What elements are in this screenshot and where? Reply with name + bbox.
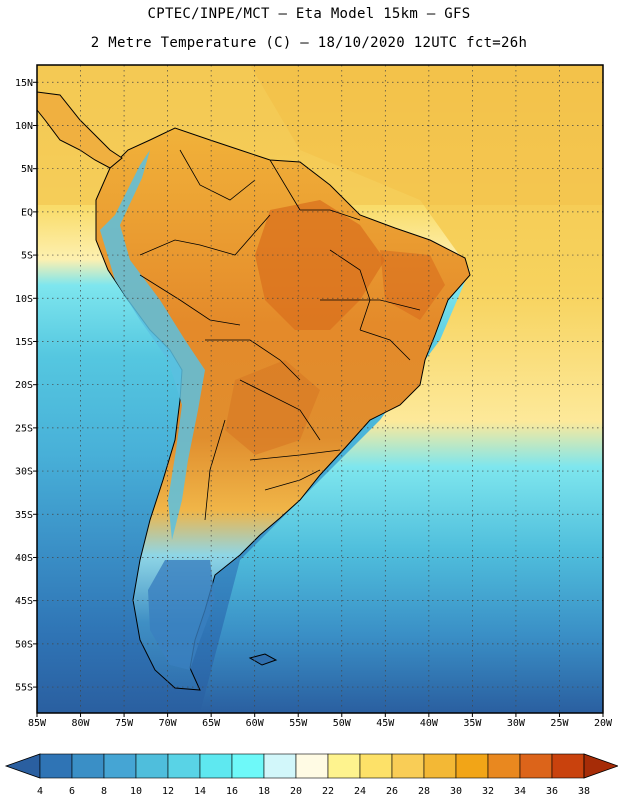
colorbar-swatch (487, 753, 521, 779)
lon-label: 45W (376, 718, 395, 729)
country-borders (139, 149, 421, 521)
lat-label: 10N (15, 121, 33, 132)
colorbar-label: 20 (290, 786, 302, 797)
colorbar-swatch (103, 753, 137, 779)
lon-label: 25W (550, 718, 569, 729)
lat-label: 15N (15, 78, 33, 89)
hot-core-amazon (255, 200, 385, 330)
colorbar-label: 26 (386, 786, 398, 797)
colorbar-swatch (359, 753, 393, 779)
colorbar-swatch (327, 753, 361, 779)
andes-cold-ridge (100, 150, 205, 540)
colorbar-label: 28 (418, 786, 430, 797)
colorbar-arrow-high (583, 753, 618, 779)
lat-label: 10S (15, 294, 33, 305)
colorbar-swatch (551, 753, 585, 779)
colorbar-label: 8 (101, 786, 107, 797)
lat-label: 30S (15, 467, 33, 478)
lon-label: 65W (202, 718, 221, 729)
colorbar-label: 6 (69, 786, 75, 797)
colorbar-label: 18 (258, 786, 270, 797)
colorbar-label: 10 (130, 786, 142, 797)
colorbar-swatch (391, 753, 425, 779)
colorbar-label: 14 (194, 786, 206, 797)
hot-core-paraguay (225, 360, 320, 455)
colorbar-swatch (199, 753, 233, 779)
colorbar-label: 34 (514, 786, 526, 797)
colorbar-label: 22 (322, 786, 334, 797)
ocean-atlantic (200, 65, 603, 713)
colorbar-label: 4 (37, 786, 43, 797)
colorbar-label: 32 (482, 786, 494, 797)
lat-label: 40S (15, 553, 33, 564)
colorbar-swatch (135, 753, 169, 779)
longitude-axis: 85W 80W 75W 70W 65W 60W 55W 50W 45W 40W 35W 30W 25W 2… (28, 713, 613, 729)
lon-label: 40W (420, 718, 439, 729)
map-title-line-2: 2 Metre Temperature (C) – 18/10/2020 12U… (90, 35, 528, 51)
colorbar-swatch (295, 753, 329, 779)
colorbar-swatch (167, 753, 201, 779)
hot-core-northeast (380, 250, 445, 320)
lat-label: 20S (15, 380, 33, 391)
colorbar-arrow-low (4, 753, 41, 779)
colorbar-label: 12 (162, 786, 174, 797)
graticule-lines (37, 65, 603, 713)
colorbar-swatch (39, 753, 73, 779)
lat-label: 50S (15, 639, 33, 650)
lat-label: 5S (21, 251, 33, 262)
lon-label: 85W (28, 718, 47, 729)
colorbar-swatch (263, 753, 297, 779)
lon-label: 55W (289, 718, 308, 729)
map-frame (36, 64, 604, 714)
lat-label: 25S (15, 423, 33, 434)
colorbar-label: 24 (354, 786, 366, 797)
colorbar-swatch (231, 753, 265, 779)
latitude-axis: 15N 10N 5N EQ 5S 10S 15S 20S 25S 30S 35S 40S 45S 50S 5… (15, 78, 37, 694)
colorbar-swatch (519, 753, 553, 779)
map-title-line-1: CPTEC/INPE/MCT – Eta Model 15km – GFS (147, 6, 471, 22)
lon-label: 75W (115, 718, 134, 729)
lat-label: 45S (15, 596, 33, 607)
patagonia-cold-region (148, 560, 215, 670)
lon-label: 50W (333, 718, 352, 729)
central-america-outline (37, 91, 123, 169)
lon-label: 35W (463, 718, 482, 729)
lat-label: 5N (21, 164, 33, 175)
colorbar-label: 38 (578, 786, 590, 797)
lon-label: 60W (246, 718, 265, 729)
falkland-islands (248, 653, 278, 666)
lat-label: 55S (15, 683, 33, 694)
lon-label: 70W (159, 718, 178, 729)
colorbar-label: 30 (450, 786, 462, 797)
lon-label: 80W (72, 718, 91, 729)
lon-label: 20W (594, 718, 613, 729)
colorbar-label: 36 (546, 786, 558, 797)
colorbar-swatch (455, 753, 489, 779)
colorbar-swatch (71, 753, 105, 779)
colorbar-label: 16 (226, 786, 238, 797)
colorbar: 4 6 8 10 12 14 16 18 20 22 24 26 28 30 32 34 36 38 (4, 753, 618, 797)
lat-label: 35S (15, 510, 33, 521)
lat-label: EQ (21, 207, 33, 218)
lat-label: 15S (15, 337, 33, 348)
lon-label: 30W (507, 718, 526, 729)
colorbar-swatch (423, 753, 457, 779)
